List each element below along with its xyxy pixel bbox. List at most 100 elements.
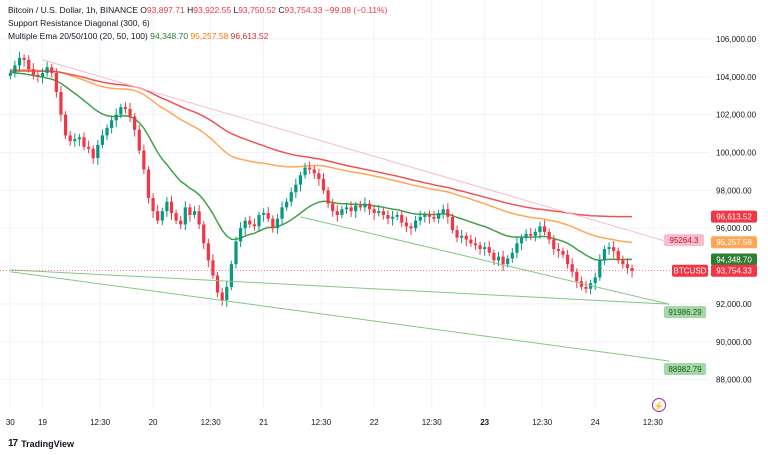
candle-body [114, 114, 118, 121]
candle-body [533, 231, 537, 236]
candle-body [446, 209, 450, 217]
close-label: C [278, 5, 285, 15]
candle-body [321, 178, 326, 191]
candle-body [275, 218, 280, 229]
ema-series-line [10, 70, 633, 218]
candle-body [556, 249, 560, 251]
tag-label: 88982.79 [668, 365, 702, 374]
candle-body [354, 205, 358, 212]
candle-body [82, 137, 86, 147]
time-axis-label: 19 [38, 418, 47, 427]
tag-background [664, 234, 704, 247]
candle-body [8, 72, 12, 76]
candle-body [266, 213, 270, 219]
indicator-sr-diagonal[interactable]: Support Resistance Diagonal (300, 6) [8, 17, 387, 30]
tag-label: BTCUSD [674, 267, 707, 276]
candle-body [496, 256, 501, 261]
candle-body [575, 271, 579, 282]
price-tag: 95,257.58 [711, 236, 757, 249]
candle-body [584, 286, 588, 289]
candle-body [211, 260, 215, 276]
support-value-tag: 91986.29 [664, 306, 706, 319]
change-value: −99.08 (−0.11%) [324, 5, 388, 15]
candle-body [335, 211, 339, 215]
candle-body [515, 243, 519, 253]
candle-body [119, 107, 123, 115]
support-line [10, 271, 669, 362]
tag-label: 95264.3 [670, 236, 699, 245]
candle-body [17, 57, 22, 66]
candle-body [607, 247, 611, 250]
candle-body [165, 201, 169, 212]
candle-body [529, 233, 533, 236]
candle-body [487, 247, 491, 253]
low-label: L [233, 5, 239, 15]
candle-body [179, 220, 183, 225]
candle-body [510, 252, 514, 259]
candle-body [133, 116, 137, 130]
ticker-tag: BTCUSD [672, 264, 708, 277]
price-axis-label: 106,000.00 [716, 35, 757, 44]
candle-body [616, 250, 620, 261]
candle-body [59, 91, 63, 115]
high-value: 93,922.55 [193, 5, 232, 15]
candle-body [437, 213, 441, 219]
support-line [10, 269, 669, 305]
candle-body [183, 207, 187, 225]
candle-body [156, 211, 160, 221]
candle-body [197, 211, 201, 225]
ema20-value: 94,348.70 [150, 31, 189, 41]
price-axis-label: 90,000.00 [716, 338, 752, 347]
indicator-ema[interactable]: Multiple Ema 20/50/100 (20, 50, 100) 94,… [8, 30, 387, 43]
ema100-value: 96,613.52 [230, 31, 269, 41]
candle-body [344, 207, 349, 210]
chart-legend: Bitcoin / U.S. Dollar, 1h, BINANCE O93,8… [8, 4, 387, 43]
price-axis[interactable]: 106,000.00 104,000.00 102,000.00 100,000.00… [716, 35, 757, 385]
candles [8, 51, 634, 307]
candle-body [427, 214, 432, 217]
time-axis-label: 12:30 [201, 418, 222, 427]
price-tag: 96,613.52 [711, 210, 757, 223]
tag-label: 94,348.70 [716, 255, 752, 264]
candle-body [271, 218, 275, 229]
candle-body [602, 249, 607, 261]
candle-body [146, 169, 151, 198]
candle-body [612, 247, 616, 251]
price-axis-label: 100,000.00 [716, 148, 757, 157]
candle-body [625, 264, 630, 268]
candle-body [547, 231, 551, 240]
candle-body [13, 65, 17, 73]
tag-background [711, 264, 757, 277]
tag-label: 95,257.58 [716, 238, 752, 247]
candle-body [137, 129, 141, 151]
candle-body [50, 67, 54, 73]
time-axis[interactable]: 30 19 12:30 20 12:30 21 12:30 22 12:30 23 12:30 24 1… [6, 418, 663, 427]
tradingview-logo-icon: 17 [8, 438, 18, 449]
candle-body [331, 203, 335, 212]
candle-body [128, 108, 132, 117]
candle-body [418, 216, 422, 221]
tag-background [664, 363, 706, 376]
lightning-icon[interactable]: ⚡ [652, 398, 666, 412]
price-axis-label: 96,000.00 [716, 224, 752, 233]
candle-body [519, 237, 524, 244]
candle-body [215, 275, 220, 293]
price-tag: 93,754.33 [711, 264, 757, 277]
close-value: 93,754.33 [284, 5, 323, 15]
candle-body [202, 224, 206, 244]
tag-background [664, 306, 706, 319]
candle-body [621, 260, 625, 265]
support-line [300, 216, 670, 305]
candle-body [40, 72, 45, 77]
candle-body [367, 203, 372, 210]
symbol-title: Bitcoin / U.S. Dollar, 1h, BINANCE [8, 5, 138, 15]
tradingview-brand: TradingView [21, 438, 74, 449]
open-value: 93,897.71 [146, 5, 185, 15]
candle-body [86, 146, 91, 149]
candle-body [174, 213, 178, 221]
candle-body [54, 72, 58, 92]
ema-series-line [10, 71, 633, 261]
tradingview-logo[interactable]: 17 TradingView [8, 438, 74, 449]
ema-series-line [10, 68, 633, 243]
